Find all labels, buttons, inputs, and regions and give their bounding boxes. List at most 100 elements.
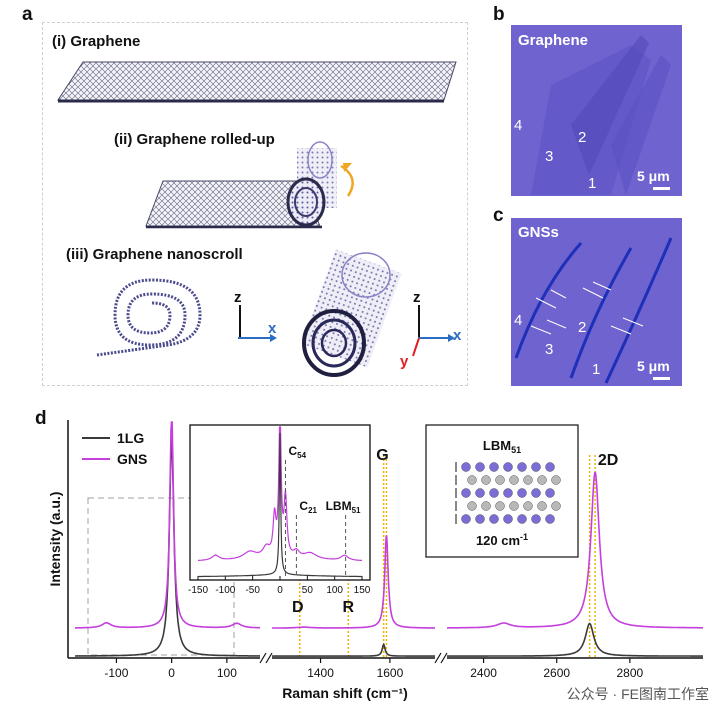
micrograph-title-gnss: GNSs — [518, 224, 559, 241]
nanoscroll-3d — [301, 249, 402, 377]
x-tick-label: 1600 — [377, 666, 404, 680]
inset-tick-label: 50 — [302, 585, 314, 596]
lbm-atom — [531, 462, 541, 472]
axes-xyz — [412, 305, 455, 357]
x-tick-label: 2400 — [470, 666, 497, 680]
lbm-atom — [503, 488, 513, 498]
scroll-number: 4 — [514, 312, 523, 329]
x-tick-label: 100 — [217, 666, 237, 680]
axis-break — [265, 652, 273, 664]
axis-z-label-2: z — [413, 289, 421, 306]
lbm-atom — [481, 501, 491, 511]
lbm-atom — [467, 501, 477, 511]
legend-label: GNS — [117, 451, 147, 467]
nanoscroll-spiral — [96, 278, 202, 357]
x-tick-label: 2800 — [617, 666, 644, 680]
panel-a-illustrations: z x z x y — [57, 61, 462, 377]
lbm-atom — [489, 462, 499, 472]
micrograph-gnss: GNSs 4 2 3 1 5 μm — [511, 218, 682, 386]
lbm-atom — [545, 514, 555, 524]
micrograph-title-graphene: Graphene — [518, 32, 589, 49]
lbm-atom — [531, 488, 541, 498]
inset-tick-label: -100 — [215, 585, 235, 596]
flat-graphene-sheet — [57, 61, 457, 103]
flake-number: 4 — [514, 117, 523, 134]
panel-a-letter: a — [22, 4, 33, 25]
peak-annotation: R — [343, 599, 355, 616]
axis-break — [434, 652, 442, 664]
label-graphene: (i) Graphene — [52, 33, 141, 50]
scroll-number: 3 — [545, 341, 554, 358]
label-graphene-rolled-up: (ii) Graphene rolled-up — [114, 131, 275, 148]
lbm-frequency: 120 cm-1 — [476, 532, 528, 548]
lbm-atom — [495, 501, 505, 511]
series-line-GNS — [447, 471, 703, 629]
panel-c-letter: c — [493, 205, 504, 226]
series-line-1LG — [272, 643, 435, 657]
graphene-flakes — [531, 35, 671, 195]
axis-x-label-1: x — [268, 320, 277, 337]
peak-annotation: 2D — [598, 452, 618, 469]
panel-d-letter: d — [35, 408, 47, 429]
lbm-atom — [545, 488, 555, 498]
y-axis-label: Intensity (a.u.) — [47, 492, 63, 587]
lbm-atom — [489, 488, 499, 498]
roll-direction-arrow — [340, 164, 354, 197]
series-line-1LG — [447, 622, 703, 657]
axis-y-label-2: y — [400, 353, 409, 370]
nanoscroll-lines — [514, 237, 673, 384]
lbm-atom — [461, 488, 471, 498]
peak-annotation: G — [376, 447, 388, 464]
flake-number: 3 — [545, 148, 554, 165]
inset-series-1LG — [198, 432, 362, 578]
lbm-atom — [517, 488, 527, 498]
axes-xz — [238, 305, 277, 342]
label-graphene-nanoscroll: (iii) Graphene nanoscroll — [66, 246, 243, 263]
lbm-atom — [475, 488, 485, 498]
series-line-GNS — [272, 535, 435, 629]
lbm-atom — [461, 462, 471, 472]
axis-break — [259, 652, 267, 664]
x-tick-label: 2600 — [543, 666, 570, 680]
inset-tick-label: 150 — [354, 585, 371, 596]
lbm-atom — [531, 514, 541, 524]
axis-z-label-1: z — [234, 289, 242, 306]
x-tick-label: 0 — [168, 666, 175, 680]
panel-b-letter: b — [493, 4, 505, 25]
inset-tick-label: -50 — [245, 585, 260, 596]
lbm-atom — [503, 514, 513, 524]
lbm-atom — [509, 475, 519, 485]
lbm-atom — [523, 501, 533, 511]
lbm-atom — [509, 501, 519, 511]
raman-chart: -100 0 100 1400 1600 2400 2600 2800 Raman shift … — [47, 420, 703, 701]
lbm-atom — [545, 462, 555, 472]
panel-a-frame — [42, 22, 468, 386]
lbm-atom — [461, 514, 471, 524]
lbm-atom — [475, 462, 485, 472]
x-axis-label: Raman shift (cm⁻¹) — [282, 685, 408, 701]
lbm-atom — [537, 475, 547, 485]
lbm-atom — [475, 514, 485, 524]
lbm-atom — [523, 475, 533, 485]
rolled-graphene-sheet — [145, 141, 337, 229]
axis-break — [440, 652, 448, 664]
lbm-atom — [551, 501, 561, 511]
scroll-number: 1 — [592, 361, 601, 378]
lbm-atom — [467, 475, 477, 485]
inset-series-GNS — [198, 426, 362, 561]
lbm-atom — [495, 475, 505, 485]
scale-bar — [653, 187, 670, 190]
legend-label: 1LG — [117, 430, 144, 446]
watermark: 公众号 · FE图南工作室 — [566, 686, 709, 702]
scale-label: 5 μm — [637, 358, 670, 374]
lbm-atom — [517, 462, 527, 472]
inset-tick-label: 0 — [277, 585, 283, 596]
flake-number: 1 — [588, 175, 597, 192]
scroll-number: 2 — [578, 319, 587, 336]
inset-tick-label: -150 — [188, 585, 208, 596]
lbm-atom — [503, 462, 513, 472]
axis-x-label-2: x — [453, 327, 462, 344]
lbm-atom — [517, 514, 527, 524]
lbm-atom — [537, 501, 547, 511]
lbm-atom — [551, 475, 561, 485]
